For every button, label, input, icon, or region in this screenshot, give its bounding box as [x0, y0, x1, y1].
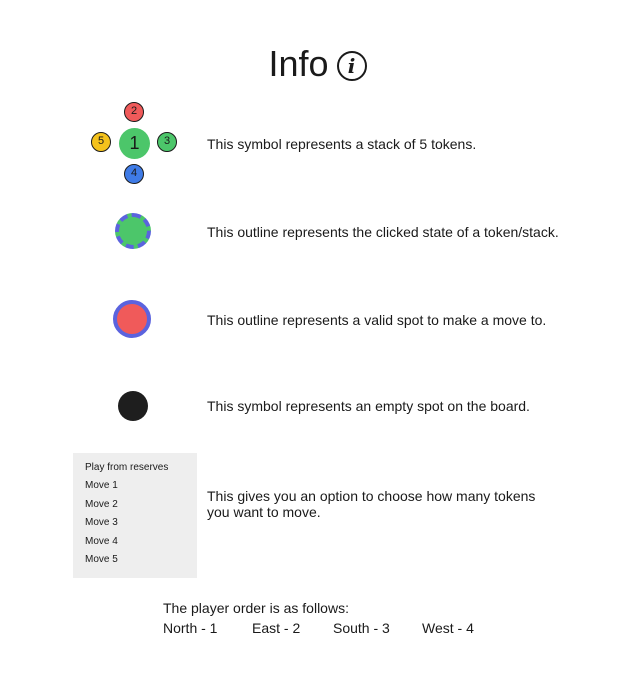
- menu-description-line1: This gives you an option to choose how m…: [207, 488, 536, 504]
- stack-west-number: 5: [97, 135, 105, 147]
- player-order-north: North - 1: [163, 620, 218, 636]
- stack-east-token: 3: [157, 132, 177, 152]
- menu-item-move-1[interactable]: Move 1: [85, 480, 118, 491]
- move-options-menu: Play from reserves Move 1 Move 2 Move 3 …: [73, 453, 197, 578]
- valid-spot-token: [113, 300, 151, 338]
- menu-description-line2: you want to move.: [207, 504, 321, 520]
- stack-center-number: 1: [129, 133, 140, 153]
- player-order-west: West - 4: [422, 620, 474, 636]
- clicked-description: This outline represents the clicked stat…: [207, 224, 559, 240]
- empty-spot-token: [118, 391, 148, 421]
- stack-south-number: 4: [130, 167, 138, 179]
- player-order-heading: The player order is as follows:: [163, 600, 349, 616]
- page-title: Info i: [0, 40, 635, 88]
- empty-description: This symbol represents an empty spot on …: [207, 398, 530, 414]
- menu-item-move-4[interactable]: Move 4: [85, 536, 118, 547]
- clicked-token: [115, 213, 151, 249]
- stack-south-token: 4: [124, 164, 144, 184]
- stack-west-token: 5: [91, 132, 111, 152]
- menu-item-move-5[interactable]: Move 5: [85, 554, 118, 565]
- stack-center-token: 1: [119, 128, 150, 159]
- info-circle-icon: i: [336, 51, 367, 81]
- page-title-text: Info: [268, 43, 329, 84]
- player-order-south: South - 3: [333, 620, 390, 636]
- menu-item-play-from-reserves[interactable]: Play from reserves: [85, 462, 169, 473]
- player-order-east: East - 2: [252, 620, 301, 636]
- menu-item-move-3[interactable]: Move 3: [85, 517, 118, 528]
- stack-north-number: 2: [130, 105, 138, 117]
- valid-description: This outline represents a valid spot to …: [207, 312, 547, 328]
- stack-east-number: 3: [163, 135, 171, 147]
- stack-north-token: 2: [124, 102, 144, 122]
- stack-description: This symbol represents a stack of 5 toke…: [207, 136, 477, 152]
- menu-item-move-2[interactable]: Move 2: [85, 499, 118, 510]
